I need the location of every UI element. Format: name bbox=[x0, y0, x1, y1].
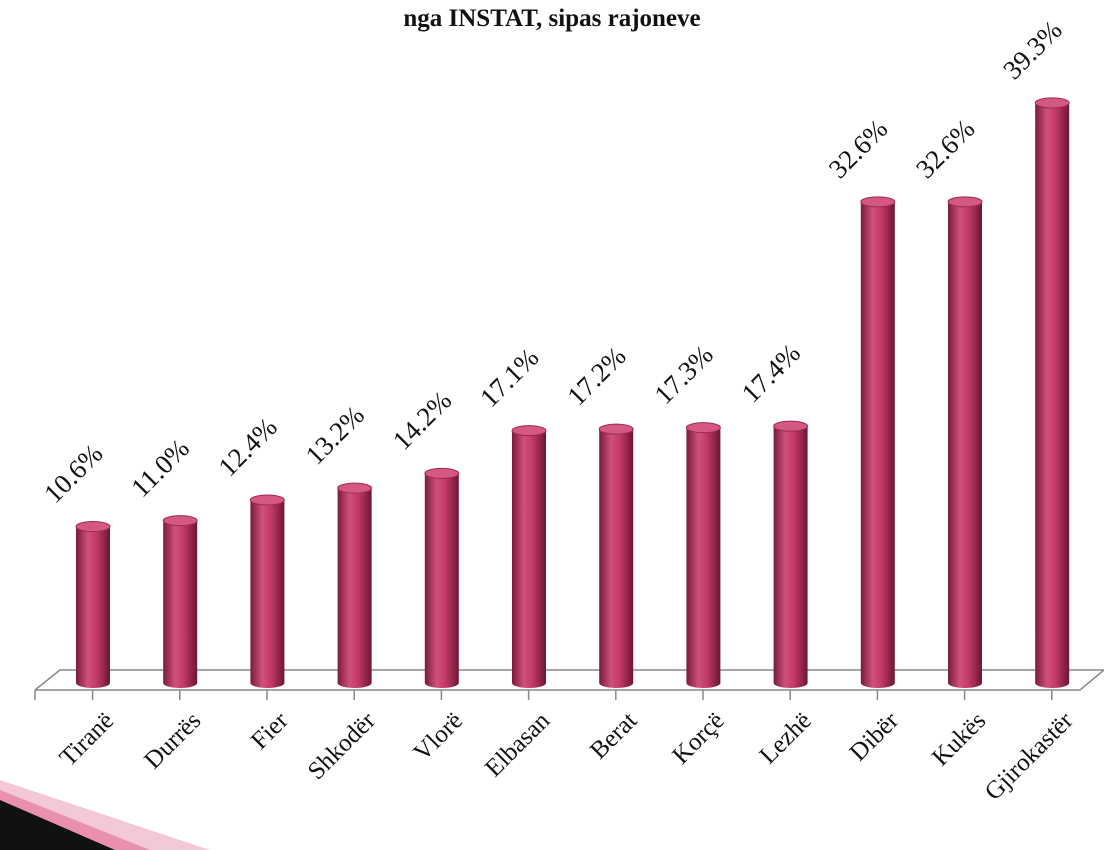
floor bbox=[34, 669, 1104, 700]
bar bbox=[686, 427, 721, 688]
x-tick-label: Fier bbox=[246, 707, 294, 755]
decoration bbox=[0, 780, 210, 850]
value-label: 14.2% bbox=[387, 385, 458, 456]
bar bbox=[424, 473, 459, 688]
bar-top bbox=[685, 422, 721, 434]
x-tick-label: Elbasan bbox=[480, 707, 555, 782]
bar-top bbox=[598, 423, 634, 435]
bar-top bbox=[337, 482, 373, 494]
x-tick-label: Shkodër bbox=[303, 707, 381, 785]
x-tick-label: Kukës bbox=[927, 707, 991, 771]
x-tick-label: Korçë bbox=[667, 707, 729, 769]
value-label: 32.6% bbox=[910, 114, 981, 185]
value-label: 12.4% bbox=[212, 412, 283, 483]
value-label: 17.4% bbox=[736, 338, 807, 409]
bar-top bbox=[947, 196, 983, 208]
bar-top bbox=[1034, 97, 1070, 109]
bar-top bbox=[75, 521, 111, 533]
bar-top bbox=[860, 196, 896, 208]
x-tick-label: Tiranë bbox=[55, 707, 120, 772]
value-label: 39.3% bbox=[997, 15, 1068, 86]
bar bbox=[948, 201, 982, 688]
value-label: 17.2% bbox=[561, 341, 632, 412]
x-tick-label: Vlorë bbox=[409, 707, 468, 766]
value-label: 10.6% bbox=[38, 438, 109, 509]
chart-title: nga INSTAT, sipas rajoneve bbox=[403, 5, 700, 32]
bar bbox=[773, 426, 808, 688]
x-tick-label: Durrës bbox=[139, 707, 206, 774]
bar-top bbox=[424, 467, 460, 479]
bar-top bbox=[511, 425, 547, 437]
x-tick-label: Gjirokastër bbox=[980, 707, 1079, 806]
bar-top bbox=[773, 420, 809, 432]
bar bbox=[250, 499, 285, 688]
x-tick-label: Dibër bbox=[845, 707, 905, 767]
bar bbox=[337, 488, 372, 688]
bar bbox=[76, 526, 110, 688]
value-label: 32.6% bbox=[823, 114, 894, 185]
bar-top bbox=[249, 494, 285, 506]
bar bbox=[1035, 102, 1070, 688]
bar bbox=[163, 520, 198, 688]
plot: 10.6% Tiranë 11.0% Durrës 12.4% Fier 13.2% Shko… bbox=[38, 15, 1079, 806]
x-tick-label: Berat bbox=[585, 707, 642, 764]
value-label: 11.0% bbox=[125, 433, 195, 503]
bar-top bbox=[162, 515, 198, 527]
bar bbox=[860, 201, 895, 688]
value-label: 17.1% bbox=[474, 342, 545, 413]
bar bbox=[512, 430, 546, 688]
x-tick-label: Lezhë bbox=[755, 707, 817, 769]
value-label: 17.3% bbox=[648, 339, 719, 410]
value-label: 13.2% bbox=[300, 400, 371, 471]
bar bbox=[599, 429, 634, 688]
